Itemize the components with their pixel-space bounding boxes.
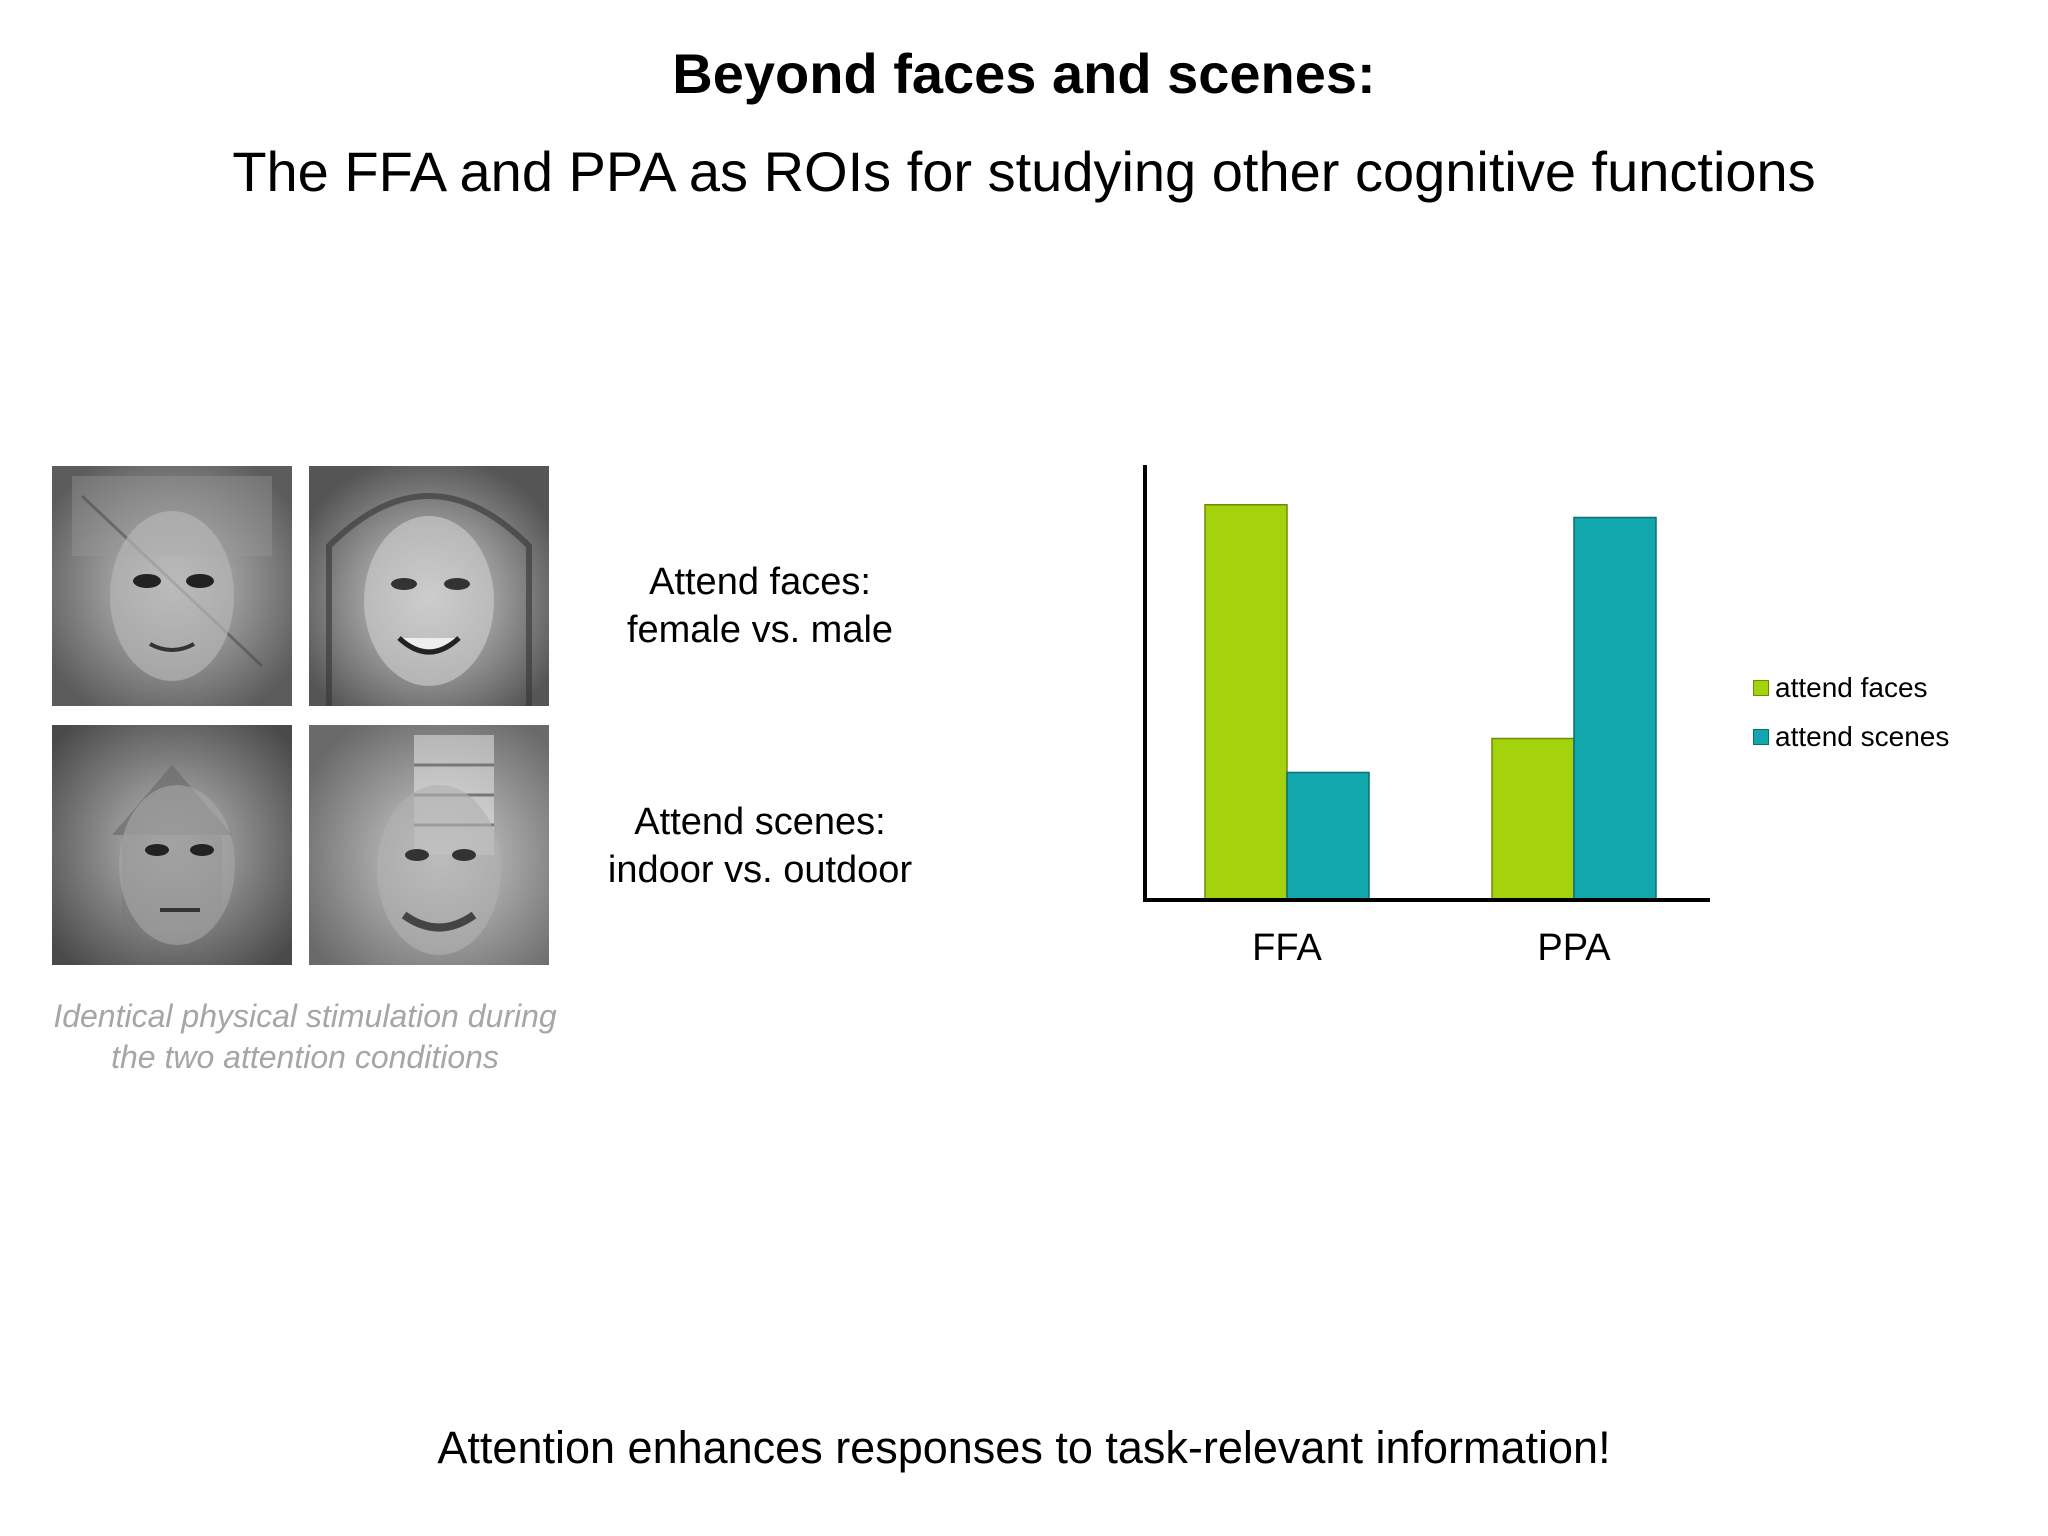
bar-ppa-attend-scenes: [1573, 516, 1657, 901]
conclusion-text: Attention enhances responses to task-rel…: [437, 1422, 1611, 1473]
condition-faces-task: female vs. male: [626, 609, 894, 651]
x-tick-label-ppa: PPA: [1537, 927, 1611, 969]
stimulus-caption: Identical physical stimulation during th…: [20, 996, 590, 1078]
stimulus-image-4: [309, 725, 549, 965]
bar-ppa-attend-faces: [1491, 737, 1575, 901]
legend-item-attend-faces: attend faces: [1753, 671, 1928, 705]
face-scene-overlay-icon: [309, 725, 549, 965]
legend-item-attend-scenes: attend scenes: [1753, 720, 1949, 754]
bar-chart: FFA PPA: [1143, 465, 1710, 969]
condition-faces-title: Attend faces:: [649, 561, 871, 603]
stimulus-image-2: [309, 466, 549, 706]
face-scene-overlay-icon: [309, 466, 549, 706]
slide-subtitle: The FFA and PPA as ROIs for studying oth…: [232, 140, 1816, 203]
condition-scenes-task: indoor vs. outdoor: [607, 849, 913, 891]
bar-ffa-attend-scenes: [1286, 771, 1370, 901]
condition-scenes-title: Attend scenes:: [634, 801, 886, 843]
legend-swatch-attend-scenes: [1753, 728, 1769, 745]
legend-label-attend-faces: attend faces: [1775, 672, 1928, 703]
condition-faces-label: Attend faces: female vs. male: [560, 558, 960, 654]
condition-scenes-label: Attend scenes: indoor vs. outdoor: [560, 798, 960, 894]
slide-title: Beyond faces and scenes:: [672, 42, 1376, 105]
stimulus-image-1: [52, 466, 292, 706]
face-scene-overlay-icon: [52, 725, 292, 965]
x-tick-label-ffa: FFA: [1252, 927, 1322, 969]
face-scene-overlay-icon: [52, 466, 292, 706]
legend-label-attend-scenes: attend scenes: [1775, 721, 1950, 752]
bar-ffa-attend-faces: [1204, 504, 1288, 901]
caption-line-1: Identical physical stimulation during: [53, 998, 557, 1034]
caption-line-2: the two attention conditions: [111, 1039, 499, 1075]
legend-swatch-attend-faces: [1753, 679, 1769, 696]
stimulus-image-3: [52, 725, 292, 965]
